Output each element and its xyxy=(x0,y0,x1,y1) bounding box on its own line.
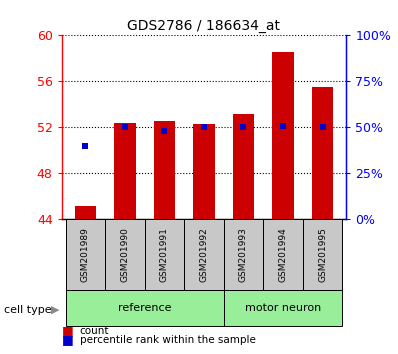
Text: GSM201994: GSM201994 xyxy=(279,228,287,282)
Bar xyxy=(145,219,184,290)
Text: ■: ■ xyxy=(62,325,74,337)
Text: GSM201995: GSM201995 xyxy=(318,227,327,282)
Bar xyxy=(263,219,303,290)
Text: reference: reference xyxy=(118,303,172,313)
Bar xyxy=(224,290,342,326)
Bar xyxy=(312,87,334,219)
Bar xyxy=(66,219,105,290)
Bar xyxy=(272,51,294,219)
Bar xyxy=(154,120,176,219)
Bar xyxy=(184,219,224,290)
Text: count: count xyxy=(80,326,109,336)
Text: GSM201990: GSM201990 xyxy=(121,227,129,282)
Bar xyxy=(114,123,136,219)
Text: GSM201991: GSM201991 xyxy=(160,227,169,282)
Title: GDS2786 / 186634_at: GDS2786 / 186634_at xyxy=(127,19,281,33)
Bar xyxy=(105,219,145,290)
Text: GSM201992: GSM201992 xyxy=(199,228,209,282)
Bar xyxy=(224,219,263,290)
Text: ▶: ▶ xyxy=(51,305,59,315)
Text: motor neuron: motor neuron xyxy=(245,303,321,313)
Text: cell type: cell type xyxy=(4,305,52,315)
Text: GSM201993: GSM201993 xyxy=(239,227,248,282)
Bar xyxy=(303,219,342,290)
Text: ■: ■ xyxy=(62,333,74,346)
Text: GSM201989: GSM201989 xyxy=(81,227,90,282)
Bar xyxy=(74,206,96,219)
Bar xyxy=(193,124,215,219)
Text: percentile rank within the sample: percentile rank within the sample xyxy=(80,335,256,345)
Bar xyxy=(66,290,224,326)
Bar xyxy=(232,114,254,219)
